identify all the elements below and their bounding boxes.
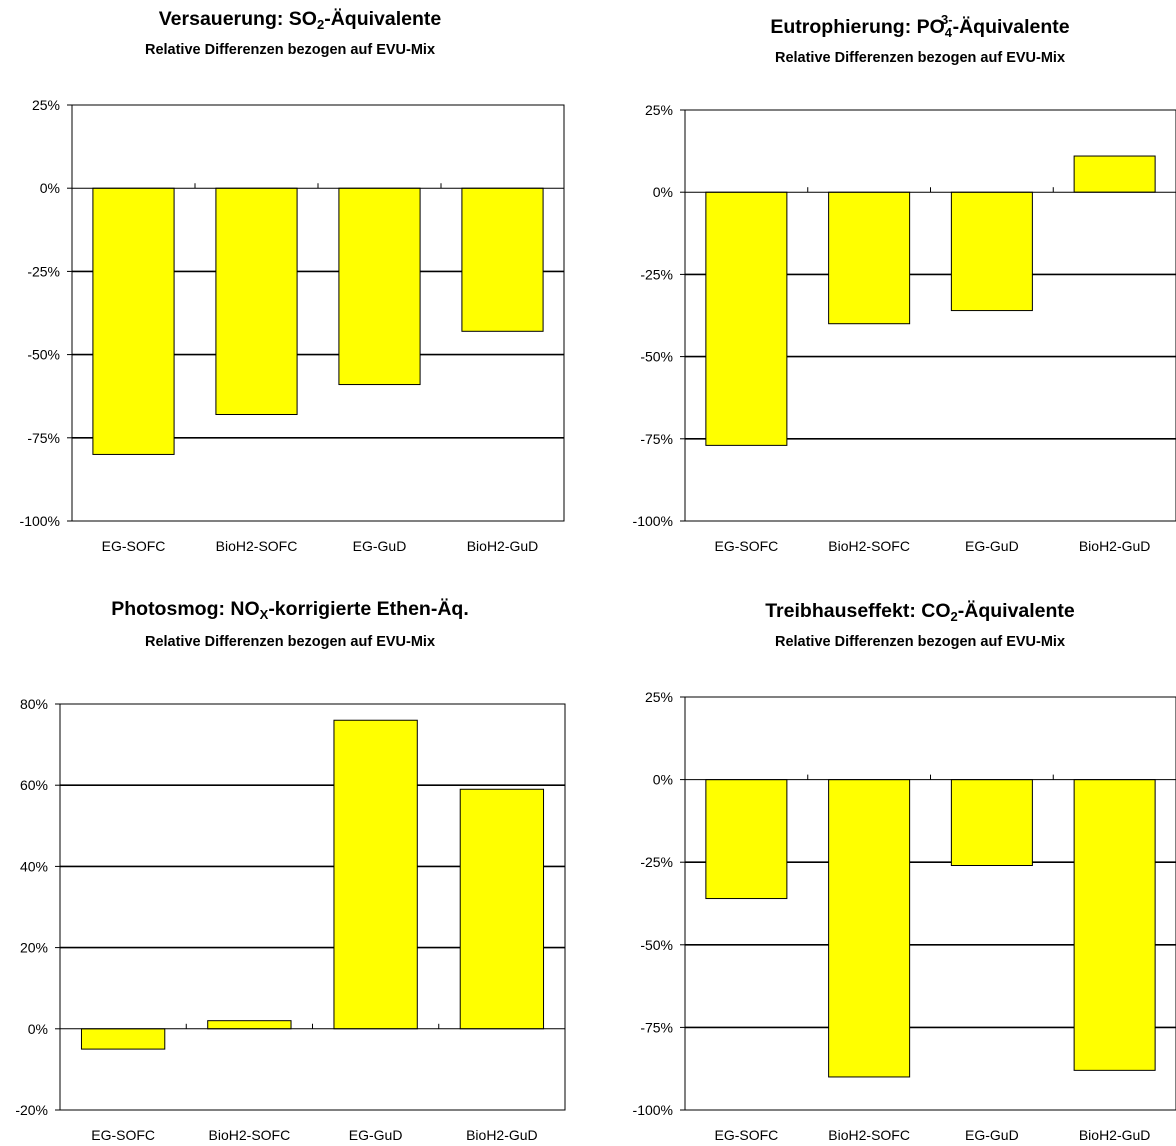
- plot-frame: [684, 109, 1176, 522]
- y-tick-label: -75%: [27, 430, 60, 446]
- x-tick-label: BioH2-GuD: [467, 538, 539, 554]
- x-tick-label: BioH2-SOFC: [209, 1127, 291, 1143]
- x-tick-label: EG-GuD: [965, 538, 1019, 554]
- x-tick-label: BioH2-SOFC: [828, 1127, 910, 1143]
- chart-title: Treibhauseffekt: CO2-Äquivalente: [765, 600, 1075, 624]
- plot-frame: [684, 696, 1176, 1111]
- bar: [705, 191, 788, 446]
- y-tick-label: 25%: [645, 102, 673, 118]
- y-tick-label: 80%: [20, 696, 48, 712]
- y-tick-label: -25%: [640, 266, 673, 282]
- x-tick-label: BioH2-SOFC: [828, 538, 910, 554]
- x-tick-label: BioH2-GuD: [466, 1127, 538, 1143]
- bar: [1073, 779, 1156, 1071]
- y-tick-label: 40%: [20, 858, 48, 874]
- bar: [333, 719, 418, 1030]
- y-tick-label: 25%: [645, 689, 673, 705]
- x-tick-label: BioH2-GuD: [1079, 538, 1151, 554]
- y-tick-label: 20%: [20, 940, 48, 956]
- y-tick-label: -20%: [15, 1102, 48, 1118]
- x-tick-label: EG-SOFC: [91, 1127, 155, 1143]
- bar: [705, 779, 788, 900]
- y-tick-label: -100%: [20, 513, 60, 529]
- x-tick-label: EG-SOFC: [102, 538, 166, 554]
- plot-frame: [71, 104, 565, 522]
- x-tick-label: BioH2-GuD: [1079, 1127, 1151, 1143]
- x-tick-label: EG-GuD: [965, 1127, 1019, 1143]
- bar: [828, 779, 911, 1078]
- bar: [92, 187, 175, 455]
- y-tick-label: 0%: [653, 772, 673, 788]
- chart-subtitle: Relative Differenzen bezogen auf EVU-Mix: [144, 42, 436, 58]
- x-tick-label: BioH2-SOFC: [216, 538, 298, 554]
- bar: [459, 788, 545, 1030]
- bar: [1073, 155, 1156, 193]
- bar: [461, 187, 544, 332]
- x-tick-label: EG-SOFC: [714, 538, 778, 554]
- chart-subtitle: Relative Differenzen bezogen auf EVU-Mix: [774, 50, 1066, 66]
- x-tick-label: EG-GuD: [349, 1127, 403, 1143]
- x-tick-label: EG-GuD: [353, 538, 407, 554]
- chart-title: Photosmog: NOX-korrigierte Ethen-Äq.: [111, 598, 469, 622]
- plot-frame: [59, 703, 566, 1111]
- bar: [338, 187, 421, 386]
- chart-subtitle: Relative Differenzen bezogen auf EVU-Mix: [774, 634, 1066, 650]
- y-tick-label: 0%: [40, 180, 60, 196]
- y-tick-label: 0%: [28, 1021, 48, 1037]
- y-tick-label: -50%: [27, 347, 60, 363]
- bar: [215, 187, 298, 416]
- y-tick-label: -25%: [27, 263, 60, 279]
- chart-subtitle: Relative Differenzen bezogen auf EVU-Mix: [144, 634, 436, 650]
- y-tick-label: 25%: [32, 97, 60, 113]
- y-tick-label: -75%: [640, 431, 673, 447]
- y-tick-label: -100%: [633, 513, 673, 529]
- y-tick-label: -50%: [640, 349, 673, 365]
- y-tick-label: -25%: [640, 854, 673, 870]
- bar: [950, 779, 1033, 867]
- y-tick-label: -100%: [633, 1102, 673, 1118]
- x-tick-label: EG-SOFC: [714, 1127, 778, 1143]
- y-tick-label: -50%: [640, 937, 673, 953]
- y-tick-label: 60%: [20, 777, 48, 793]
- y-tick-label: 0%: [653, 184, 673, 200]
- chart-title: Versauerung: SO2-Äquivalente: [158, 8, 442, 32]
- chart-title: Eutrophierung: PO43--Äquivalente: [770, 12, 1070, 40]
- y-tick-label: -75%: [640, 1019, 673, 1035]
